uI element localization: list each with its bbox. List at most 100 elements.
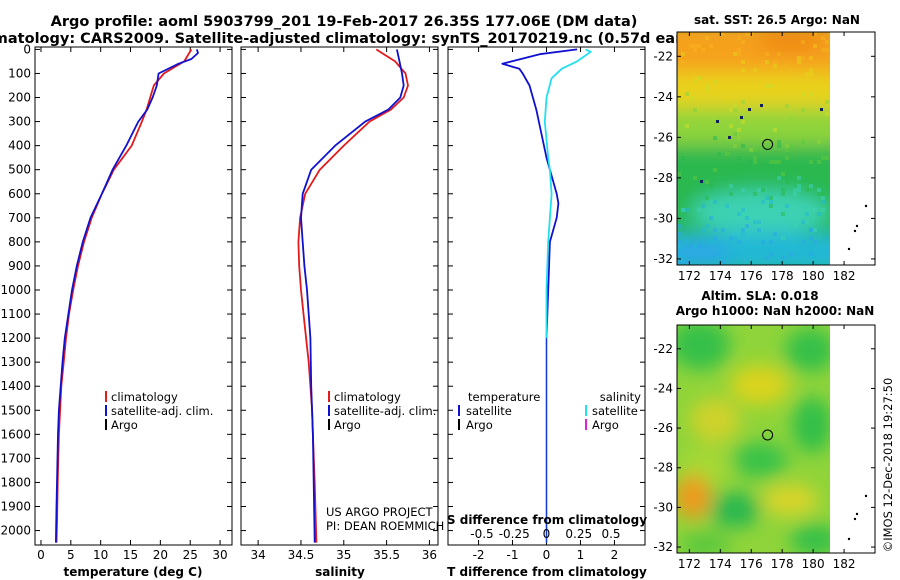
sst-pixel (797, 60, 801, 64)
depth-tick-label: 1700 (0, 451, 31, 465)
legend-label-climatology: climatology (111, 390, 178, 404)
sst-pixel (741, 232, 745, 236)
sst-pixel (773, 244, 777, 248)
sst-pixel (757, 212, 761, 216)
figure-title-line1: Argo profile: aoml 5903799_201 19-Feb-20… (51, 14, 638, 30)
depth-tick-label: 500 (8, 163, 31, 177)
sst-pixel (773, 60, 777, 64)
sst-pixel-dark (716, 120, 719, 123)
sst-pixel (785, 64, 789, 68)
sst-pixel (801, 92, 805, 96)
sst-orange-patch (755, 32, 825, 52)
sst-pixel (733, 132, 737, 136)
sst-pixel (769, 200, 773, 204)
sst-pixel (813, 72, 817, 76)
sst-pixel (809, 252, 813, 256)
s-tick-label: -0.5 (470, 527, 493, 541)
sst-pixel (697, 244, 701, 248)
sst-pixel (693, 108, 697, 112)
sst-pixel (725, 120, 729, 124)
sst-pixel (769, 196, 773, 200)
sst-pixel (821, 252, 825, 256)
sst-pixel (705, 172, 709, 176)
sst-pixel (801, 88, 805, 92)
sst-pixel (721, 260, 725, 264)
sst-pixel (741, 120, 745, 124)
legend-label-t-satellite: satellite (466, 404, 512, 418)
sst-pixel (785, 180, 789, 184)
legend-mark-t-satellite (458, 405, 460, 416)
sst-pixel (769, 204, 773, 208)
sst-pixel (693, 76, 697, 80)
sst-pixel (797, 188, 801, 192)
sst-pixel (753, 220, 757, 224)
depth-axis: 0 100 200 300 400 500 600 700 800 900 1000 1100 1200… (0, 42, 31, 537)
series-layer (55, 48, 199, 543)
sst-pixel (789, 212, 793, 216)
sst-pixel (713, 252, 717, 256)
s-difference-ticks: -0.5 -0.25 0 0.25 0.5 (470, 527, 620, 541)
sst-pixel-dark (748, 108, 751, 111)
temperature-axis-label: temperature (deg C) (64, 565, 203, 579)
sst-pixel (737, 128, 741, 132)
sst-pixel (765, 256, 769, 260)
legend-label-t-argo: Argo (466, 418, 493, 432)
sst-pixel (821, 36, 825, 40)
map-x-tick-label: 176 (740, 557, 763, 571)
altim-map-field (677, 325, 830, 553)
map-x-tick-label: 178 (771, 269, 794, 283)
sst-pixel-dark (760, 104, 763, 107)
sst-pixel (813, 32, 817, 36)
sst-pixel (769, 220, 773, 224)
sst-pixel (741, 208, 745, 212)
sst-pixel (817, 160, 821, 164)
sst-pixel (693, 48, 697, 52)
sst-pixel (757, 124, 761, 128)
x-tick-label: 2 (611, 548, 619, 562)
temperature-legend: climatology satellite-adj. clim. Argo (105, 390, 213, 432)
sst-pixel (733, 52, 737, 56)
island-marker (855, 224, 859, 228)
sst-pixel (729, 236, 733, 240)
map-x-tick-label: 182 (833, 557, 856, 571)
sst-pixel (821, 48, 825, 52)
sst-pixel (717, 152, 721, 156)
sst-pixel (777, 176, 781, 180)
depth-tick-label: 300 (8, 115, 31, 129)
map-y-tick-label: -26 (653, 421, 673, 435)
sst-pixel (685, 208, 689, 212)
sst-pixel (825, 48, 829, 52)
depth-tick-label: 0 (23, 42, 31, 56)
sst-pixel (733, 144, 737, 148)
depth-tick-label: 1200 (0, 331, 31, 345)
sst-pixel (737, 48, 741, 52)
sst-pixel (685, 92, 689, 96)
sst-pixel (741, 60, 745, 64)
sst-pixel (733, 104, 737, 108)
sst-pixel (741, 68, 745, 72)
sst-pixel (693, 244, 697, 248)
sst-pixel (817, 164, 821, 168)
x-tick-label: 0 (543, 548, 551, 562)
map-x-tick-label: 180 (802, 269, 825, 283)
sst-pixel (809, 72, 813, 76)
sst-pixel (741, 144, 745, 148)
sst-pixel (761, 64, 765, 68)
map-x-tick-label: 172 (678, 557, 701, 571)
sst-pixel (701, 228, 705, 232)
sst-pixel (725, 204, 729, 208)
sst-pixel (809, 228, 813, 232)
sst-pixel (785, 160, 789, 164)
sst-pixel (781, 128, 785, 132)
depth-tick-label: 800 (8, 235, 31, 249)
sst-pixel (777, 140, 781, 144)
sst-pixel-dark (728, 136, 731, 139)
sst-pixel (685, 96, 689, 100)
sst-pixel (773, 160, 777, 164)
legend-mark-satellite (105, 405, 107, 416)
legend-title-salinity: salinity (600, 390, 641, 404)
sst-pixel (773, 124, 777, 128)
map-y-tick-label: -28 (653, 461, 673, 475)
sst-pixel (785, 204, 789, 208)
sst-pixels (677, 32, 829, 264)
